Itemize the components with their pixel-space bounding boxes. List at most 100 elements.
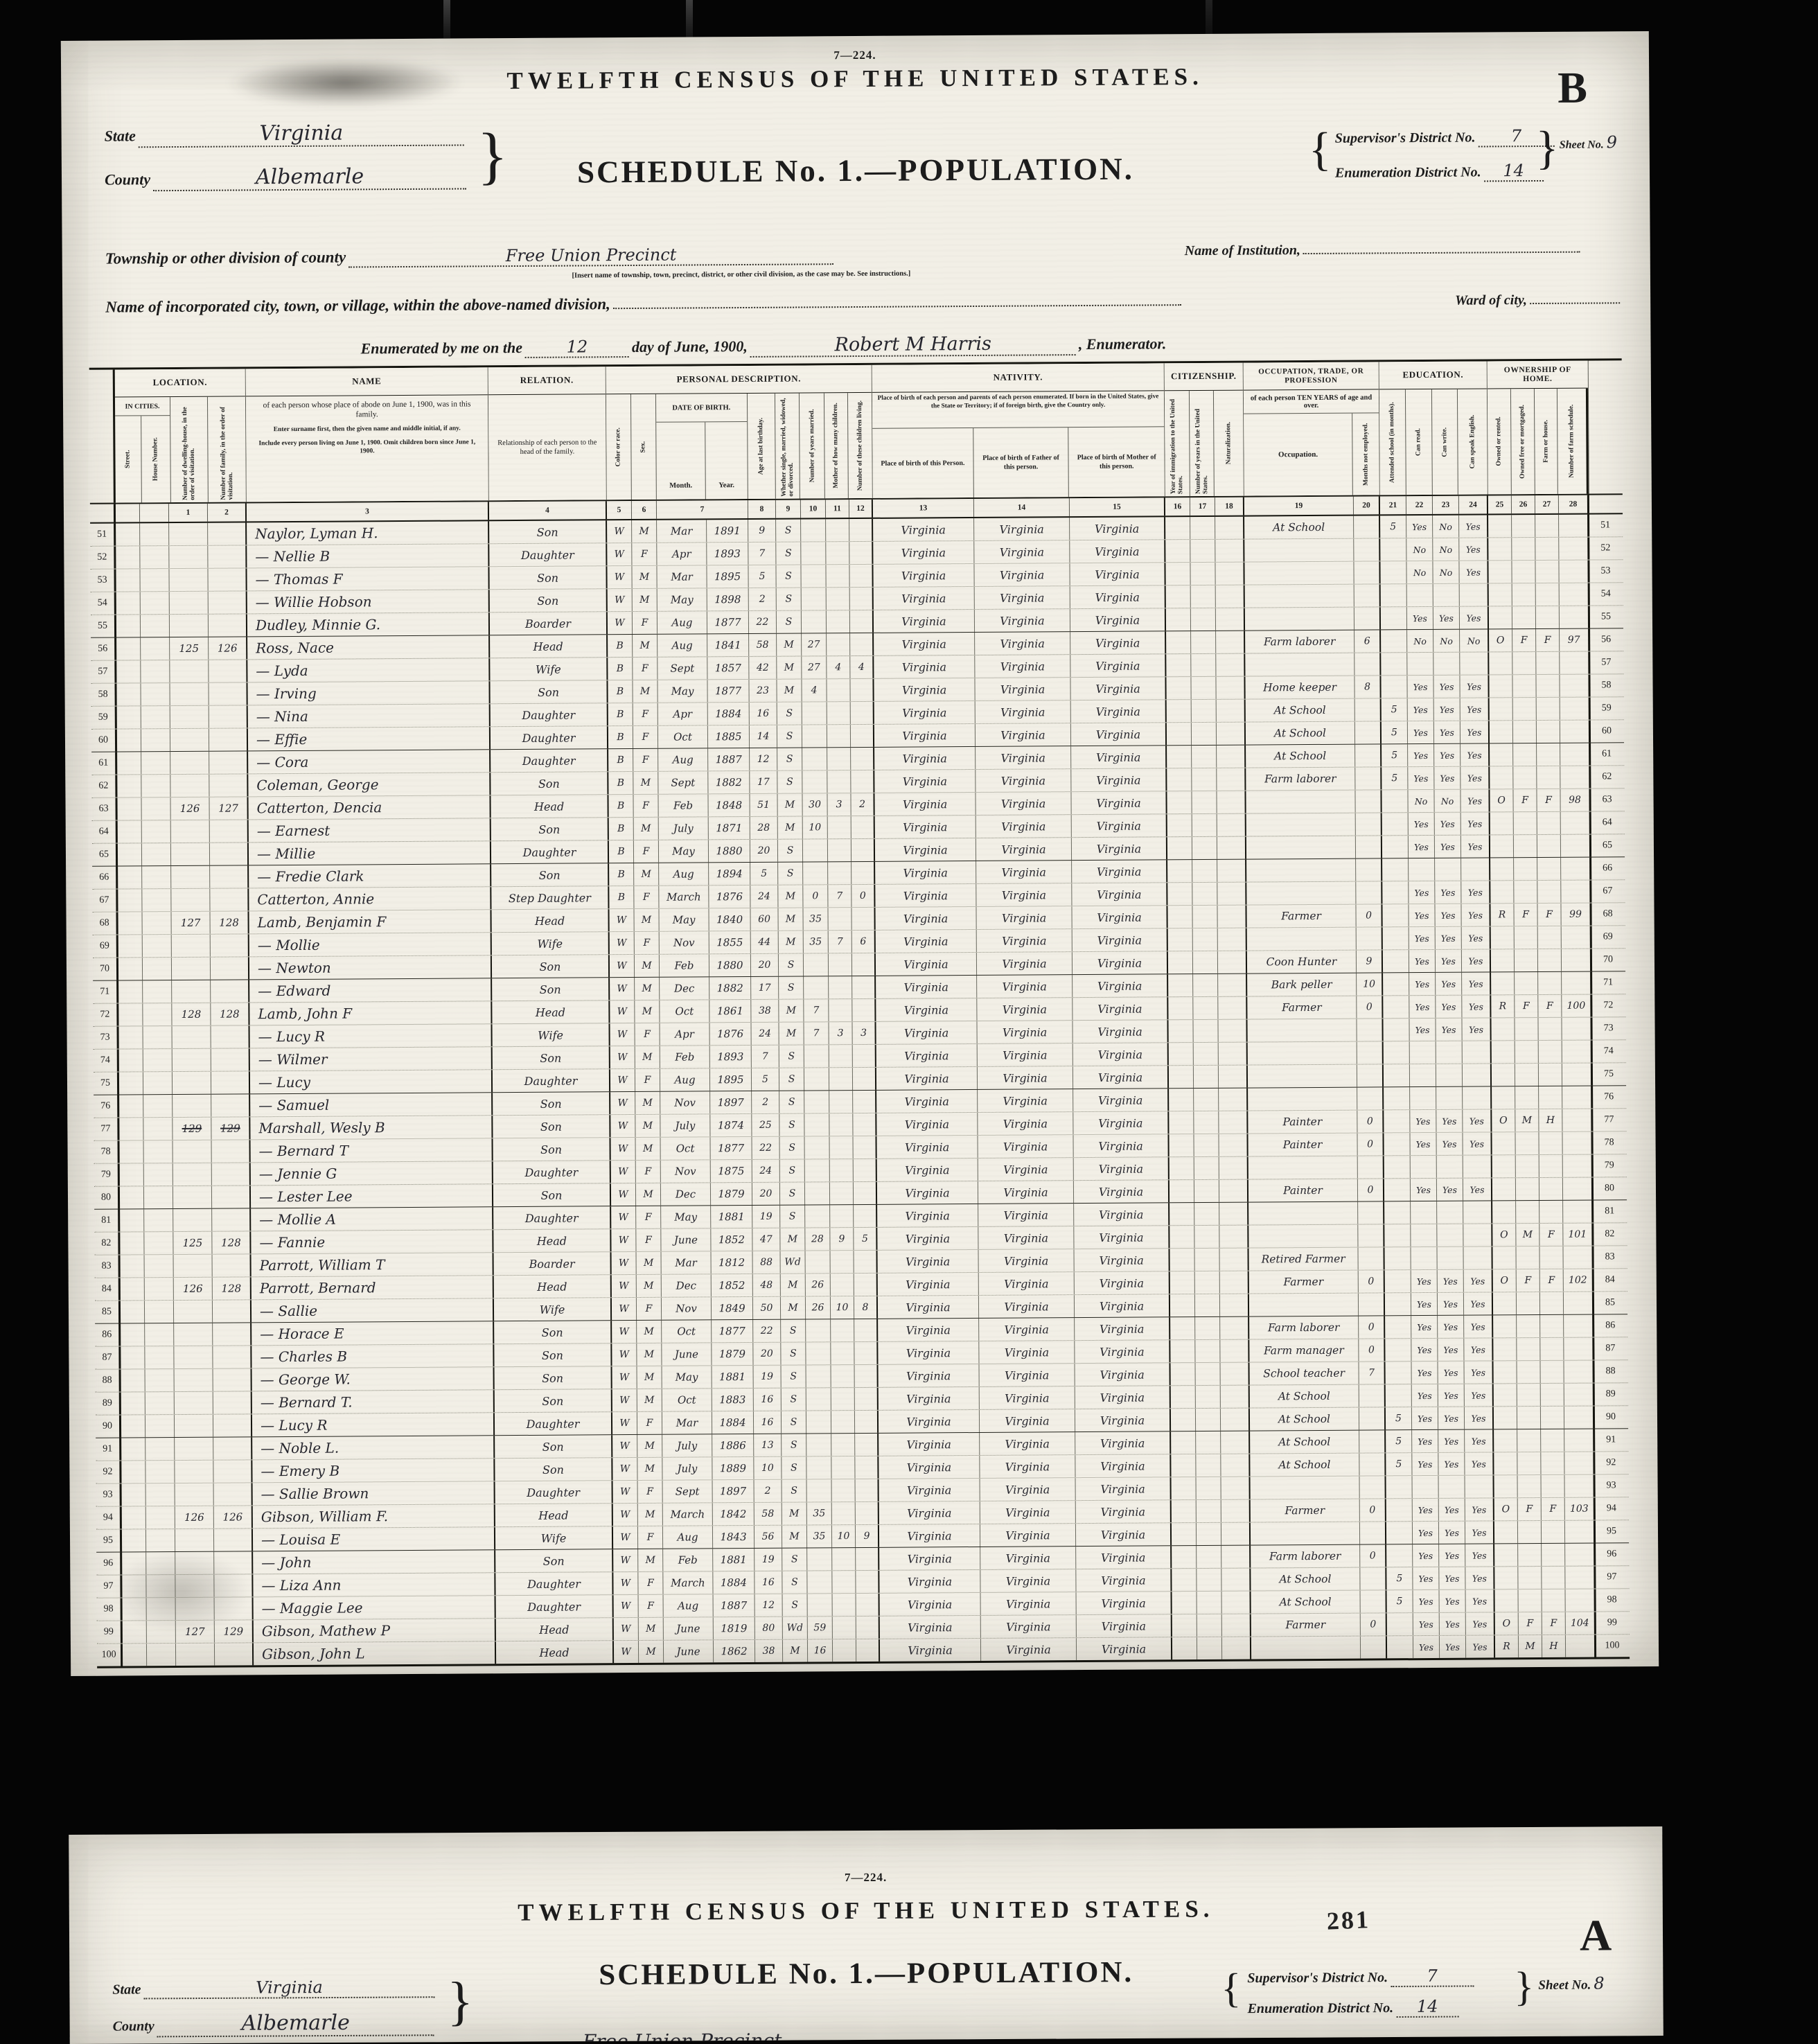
cell-speak: Yes xyxy=(1465,1567,1495,1589)
cell-color: W xyxy=(613,1571,639,1595)
cell-school xyxy=(1384,1087,1411,1110)
cell-year: 1849 xyxy=(711,1296,754,1320)
cell-relation: Son xyxy=(493,1138,611,1161)
cell-name: — Fannie xyxy=(251,1230,494,1254)
cell-c16 xyxy=(1168,1066,1194,1089)
cell-c17 xyxy=(1194,1156,1219,1180)
cell-marital: Wd xyxy=(780,1251,806,1274)
cell-f xyxy=(213,1483,253,1506)
cell-house xyxy=(143,980,173,1003)
cell-month: Sept xyxy=(658,657,708,680)
cell-write: Yes xyxy=(1438,1407,1465,1429)
cell-pob_father: Virginia xyxy=(979,1341,1075,1364)
cell-c17 xyxy=(1195,1316,1221,1340)
row-number-left: 67 xyxy=(99,895,109,906)
row-number-left: 82 xyxy=(101,1237,112,1249)
cell-month: Aug xyxy=(662,1526,714,1549)
house-number-col-label: House Number. xyxy=(152,437,159,482)
cell-c16 xyxy=(1168,1020,1194,1043)
cell-color: W xyxy=(613,1640,639,1664)
cell-farm: F xyxy=(1538,994,1562,1018)
cell-relation: Son xyxy=(495,1435,613,1459)
cell-c18 xyxy=(1217,928,1247,951)
row-number-right: 77 xyxy=(1604,1114,1614,1125)
cell-free xyxy=(1515,1041,1539,1064)
cell-name: — Maggie Lee xyxy=(253,1596,496,1620)
state-county-block: State Virginia County Albemarle xyxy=(105,120,467,209)
county-value: Albemarle xyxy=(255,164,364,190)
cell-f xyxy=(213,1414,253,1437)
cell-write: Yes xyxy=(1437,1292,1465,1315)
cell-pob_mother: Virginia xyxy=(1075,1454,1172,1478)
cell-year: 1879 xyxy=(710,1182,753,1206)
cell-d xyxy=(173,1094,212,1118)
cell-name: Gibson, Mathew P xyxy=(253,1619,496,1643)
cell-yrs_married xyxy=(806,1479,832,1502)
cell-month: Oct xyxy=(662,1320,712,1343)
pob-father-col-label: Place of birth of Father of this person. xyxy=(973,428,1070,497)
cell-age: 7 xyxy=(751,1045,779,1068)
cell-own xyxy=(1491,1064,1516,1086)
cell-school: 5 xyxy=(1386,1567,1413,1590)
cell-children_living: 9 xyxy=(855,1524,880,1548)
cell-name: — Liza Ann xyxy=(253,1573,496,1597)
township-value-partial: Free Union Precinct xyxy=(582,2029,782,2044)
years-married-col-label: Number of years married. xyxy=(808,409,816,483)
row-number-left: 89 xyxy=(102,1398,112,1409)
cell-pob: Virginia xyxy=(874,632,976,655)
cell-read: Yes xyxy=(1407,698,1434,721)
cell-mother_of: 10 xyxy=(830,1296,855,1319)
cell-farm xyxy=(1536,674,1560,698)
cell-free xyxy=(1515,1132,1539,1155)
cell-write xyxy=(1433,583,1460,606)
column-number-25: 25 xyxy=(1488,495,1512,514)
cell-schedule xyxy=(1560,651,1591,674)
cell-relation: Wife xyxy=(491,932,610,955)
cell-relation: Son xyxy=(492,978,610,1001)
cell-color: B xyxy=(608,748,634,772)
cell-read xyxy=(1411,1201,1438,1224)
cell-house xyxy=(141,843,172,866)
cell-school xyxy=(1382,881,1409,904)
cell-write: Yes xyxy=(1438,1315,1465,1338)
owned-rented-col-label: Owned or rented. xyxy=(1495,416,1503,466)
column-number-9: 9 xyxy=(775,500,802,518)
cell-c17 xyxy=(1190,562,1216,585)
cell-pob_father: Virginia xyxy=(980,1455,1076,1478)
cell-speak: Yes xyxy=(1463,1132,1492,1155)
cell-d xyxy=(172,1048,211,1072)
cell-house xyxy=(145,1529,176,1552)
cell-d xyxy=(173,1300,213,1323)
cell-pob_mother: Virginia xyxy=(1072,928,1168,952)
column-number-3: 3 xyxy=(246,502,490,522)
cell-pob: Virginia xyxy=(875,952,978,976)
cell-pob_father: Virginia xyxy=(977,975,1073,998)
cell-write: Yes xyxy=(1433,675,1460,698)
cell-mother_of xyxy=(826,542,850,565)
cell-d xyxy=(170,774,210,798)
cell-pob_father: Virginia xyxy=(980,1638,1077,1661)
row-number-right: 98 xyxy=(1607,1594,1617,1605)
row-number-right: 87 xyxy=(1605,1343,1616,1354)
cell-own xyxy=(1493,1407,1518,1429)
cell-house xyxy=(146,1552,176,1575)
cell-sex: M xyxy=(638,1549,664,1571)
cell-speak xyxy=(1462,1041,1492,1064)
cell-month: Aug xyxy=(657,611,708,634)
cell-schedule: 102 xyxy=(1563,1269,1594,1292)
cell-write: Yes xyxy=(1438,1429,1465,1452)
cell-children_living xyxy=(849,587,874,610)
cell-speak xyxy=(1461,858,1491,881)
cell-free: F xyxy=(1515,995,1539,1018)
cell-street xyxy=(118,1346,145,1369)
cell-mother_of xyxy=(827,839,852,862)
cell-own xyxy=(1493,1361,1517,1384)
cell-occupation xyxy=(1246,790,1356,813)
column-number-20: 20 xyxy=(1353,496,1381,515)
cell-mother_of xyxy=(828,908,852,931)
cell-free: F xyxy=(1514,904,1538,926)
cell-free xyxy=(1514,881,1538,904)
cell-marital: M xyxy=(777,679,802,702)
cell-children_living xyxy=(853,1113,877,1136)
